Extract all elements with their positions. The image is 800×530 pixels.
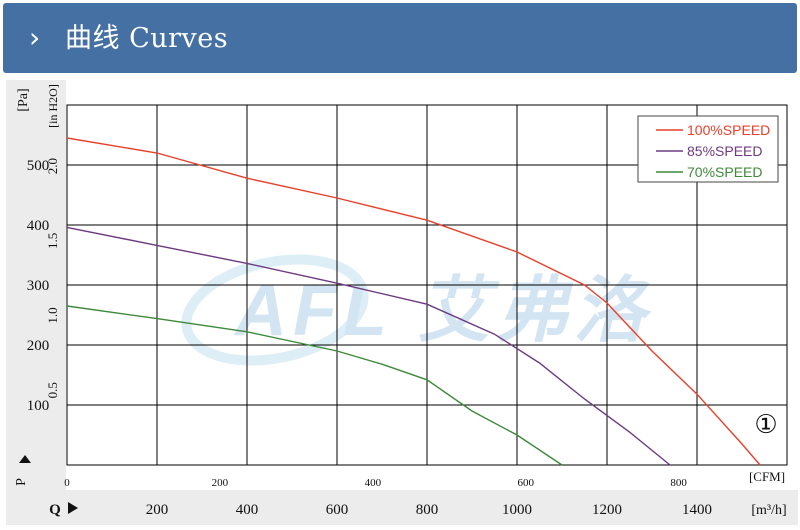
series-line-85pctspeed <box>66 226 671 466</box>
x-axis-unit-m3h: [m³/h] <box>751 503 786 518</box>
x-tick-label-m3h: 600 <box>326 502 349 518</box>
legend-label: 85%SPEED <box>687 143 762 159</box>
x-tick-label-cfm: 600 <box>517 477 534 489</box>
section-title: 曲线 Curves <box>65 23 229 54</box>
y-tick-label-pa: 300 <box>27 278 50 294</box>
y-tick-label-pa: 500 <box>27 158 50 174</box>
x-tick-label-m3h: 1400 <box>682 502 712 518</box>
y-tick-label-inh2o: 1.5 <box>45 233 60 249</box>
x-tick-label-m3h: 800 <box>416 502 439 518</box>
y-axis-arrow-label: P <box>14 478 29 486</box>
triangle-right-icon <box>68 502 78 514</box>
chevron-right-icon: › <box>29 21 41 54</box>
x-axis-unit-cfm: [CFM] <box>749 469 785 484</box>
series-line-70pctspeed <box>66 305 563 466</box>
watermark-text: AFL 艾弗洛 <box>233 271 653 351</box>
x-tick-label-m3h: 1200 <box>592 502 622 518</box>
afl-logo-watermark: AFL 艾弗洛 <box>181 254 653 366</box>
y-tick-label-inh2o: 1.0 <box>45 307 60 323</box>
x-axis-band <box>6 490 798 525</box>
x-tick-label-cfm: 800 <box>670 477 687 489</box>
y-axis-unit-pa: [Pa] <box>16 88 31 111</box>
x-tick-label-m3h: 1000 <box>502 502 532 518</box>
y-tick-label-pa: 200 <box>27 338 50 354</box>
y-axis-band <box>6 80 66 490</box>
chart-axes: 100 200 300 400 500 [Pa] 0.5 1.0 1.5 2.0 [in H2O] P… <box>14 84 787 518</box>
performance-curves <box>66 137 761 466</box>
triangle-up-icon <box>19 455 31 463</box>
x-tick-label-cfm: 200 <box>212 477 229 489</box>
y-tick-label-pa: 100 <box>27 398 50 414</box>
chart-legend: 100%SPEED 85%SPEED 70%SPEED <box>637 115 779 183</box>
y-axis-unit-inh2o: [in H2O] <box>46 84 60 128</box>
x-axis-arrow-label: Q <box>49 502 61 518</box>
x-tick-label-m3h: 200 <box>146 502 169 518</box>
curve-annotation-marker: ① <box>754 410 777 440</box>
x-tick-label-cfm: 0 <box>64 477 70 489</box>
legend-label: 100%SPEED <box>687 122 770 138</box>
x-tick-label-m3h: 400 <box>236 502 259 518</box>
section-header: › 曲线 Curves <box>3 3 797 73</box>
legend-label: 70%SPEED <box>687 164 762 180</box>
watermark-swoosh <box>181 254 369 366</box>
y-tick-label-inh2o: 0.5 <box>45 382 60 398</box>
chart-grid <box>66 104 788 466</box>
y-tick-label-pa: 400 <box>27 218 50 234</box>
series-line-100pctspeed <box>66 137 761 466</box>
x-tick-label-cfm: 400 <box>365 477 382 489</box>
legend-box <box>637 115 779 183</box>
y-tick-label-inh2o: 2.0 <box>45 158 60 174</box>
